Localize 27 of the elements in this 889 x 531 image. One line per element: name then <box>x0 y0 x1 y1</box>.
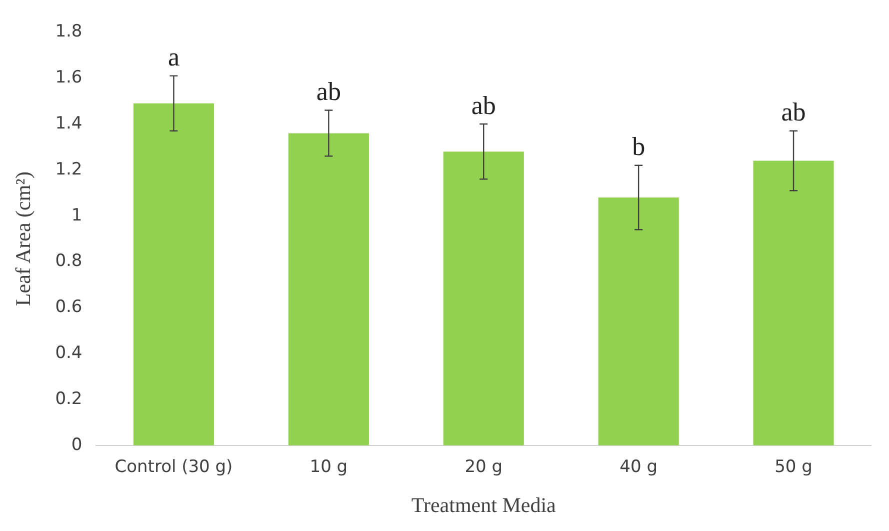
annotation: a <box>168 42 180 72</box>
annotation: ab <box>471 90 496 120</box>
x-tick-label: 20 g <box>464 457 503 478</box>
annotation: ab <box>781 98 806 127</box>
y-tick-label: 0.6 <box>55 297 82 318</box>
y-tick-label: 0.4 <box>55 343 82 363</box>
y-tick-label: 1.6 <box>55 68 82 88</box>
bar <box>288 133 369 446</box>
bar <box>753 160 834 446</box>
x-tick-label: 40 g <box>620 457 658 478</box>
x-tick-label: 10 g <box>310 457 348 478</box>
y-axis-title: Leaf Area (cm²) <box>11 172 36 306</box>
y-tick-label: 0 <box>71 434 82 455</box>
x-axis-title: Treatment Media <box>411 492 557 517</box>
annotation: b <box>632 132 646 162</box>
y-tick-label: 1.8 <box>55 22 82 42</box>
y-tick-label: 1.4 <box>55 113 82 134</box>
bar <box>133 103 214 446</box>
y-tick-label: 1.2 <box>55 159 82 180</box>
bar <box>443 152 524 446</box>
y-tick-label: 0.2 <box>55 388 82 409</box>
y-tick-label: 1 <box>71 205 82 226</box>
x-tick-label: 50 g <box>774 457 812 478</box>
y-tick-label: 0.8 <box>55 251 82 272</box>
x-tick-label: Control (30 g) <box>114 457 233 478</box>
bar <box>598 197 679 446</box>
annotation: ab <box>316 77 341 106</box>
